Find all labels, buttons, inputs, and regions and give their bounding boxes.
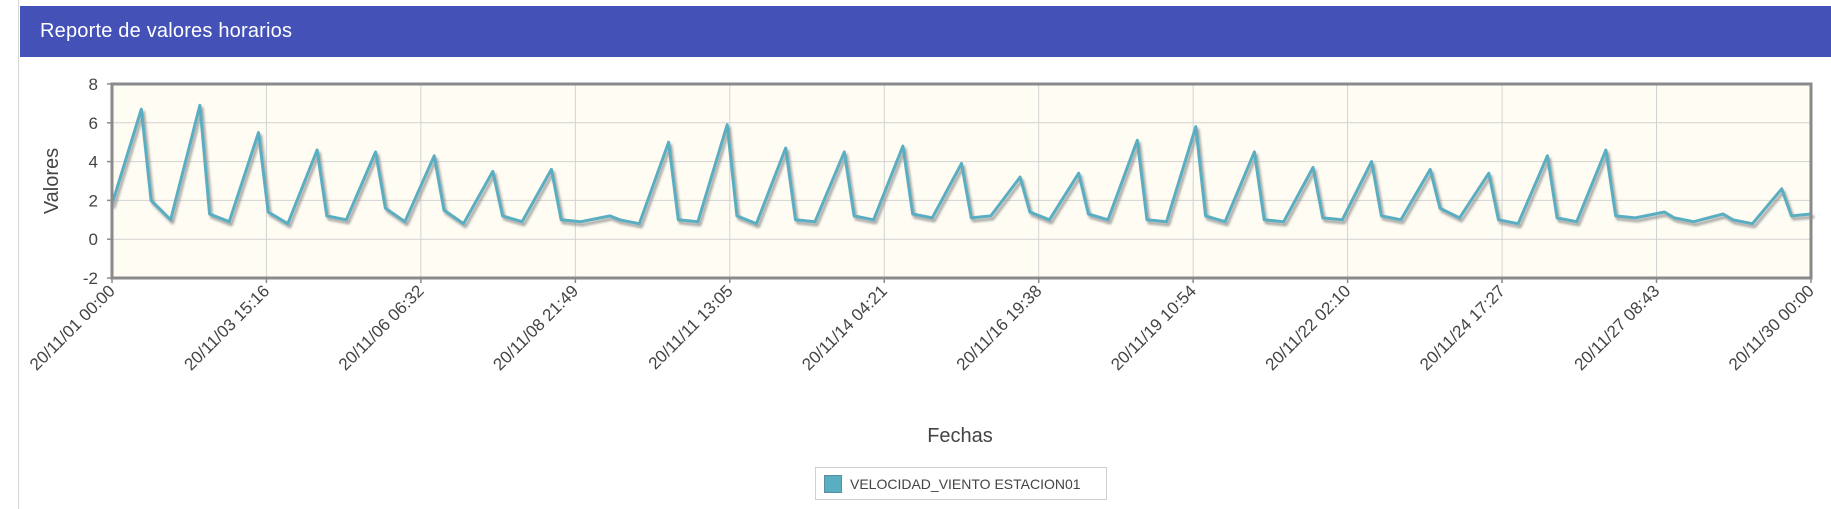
panel-header: Reporte de valores horarios <box>20 6 1831 57</box>
x-tick-label: 20/11/01 00:00 <box>26 281 119 374</box>
x-tick-label: 20/11/08 21:49 <box>489 281 582 374</box>
x-tick-label: 20/11/14 04:21 <box>798 281 891 374</box>
y-tick-labels: -2 0 2 4 6 8 <box>83 75 98 288</box>
y-tick-label: -2 <box>83 269 98 288</box>
legend-label: VELOCIDAD_VIENTO ESTACION01 <box>850 475 1081 492</box>
x-tick-label: 20/11/06 06:32 <box>335 281 428 374</box>
y-tick-label: 0 <box>89 230 98 249</box>
y-tick-label: 6 <box>89 114 98 133</box>
x-axis-label: Fechas <box>927 425 993 447</box>
plot-frame <box>110 82 1813 280</box>
panel-title: Reporte de valores horarios <box>40 20 293 42</box>
x-tick-label: 20/11/30 00:00 <box>1725 281 1818 374</box>
series-layer <box>110 103 1813 226</box>
x-tick-label: 20/11/03 15:16 <box>181 281 274 374</box>
x-tick-label: 20/11/11 13:05 <box>645 281 737 373</box>
x-tick-label: 20/11/27 08:43 <box>1571 281 1664 374</box>
legend[interactable]: VELOCIDAD_VIENTO ESTACION01 <box>815 467 1107 500</box>
x-tick-label: 20/11/19 10:54 <box>1107 281 1200 374</box>
y-tick-label: 2 <box>89 191 98 210</box>
plot-area <box>112 84 1811 278</box>
y-tick-label: 4 <box>89 153 98 172</box>
x-tick-label: 20/11/22 02:10 <box>1262 281 1355 374</box>
x-tick-label: 20/11/16 19:38 <box>953 281 1046 374</box>
x-tick-labels: 20/11/01 00:00 20/11/03 15:16 20/11/06 06:… <box>26 281 1818 374</box>
y-axis-label: Valores <box>41 148 63 214</box>
series-line <box>110 103 1813 226</box>
legend-swatch <box>824 474 842 493</box>
page-left-border <box>18 0 19 509</box>
x-tick-label: 20/11/24 17:27 <box>1416 281 1509 374</box>
y-tick-label: 8 <box>89 75 98 94</box>
